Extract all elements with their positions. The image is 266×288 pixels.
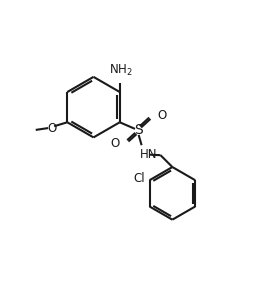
Text: O: O [47,122,56,135]
Text: O: O [110,137,120,150]
Text: Cl: Cl [133,173,145,185]
Text: HN: HN [139,148,157,161]
Text: S: S [134,123,143,137]
Text: O: O [157,109,166,122]
Text: NH$_2$: NH$_2$ [109,62,133,77]
